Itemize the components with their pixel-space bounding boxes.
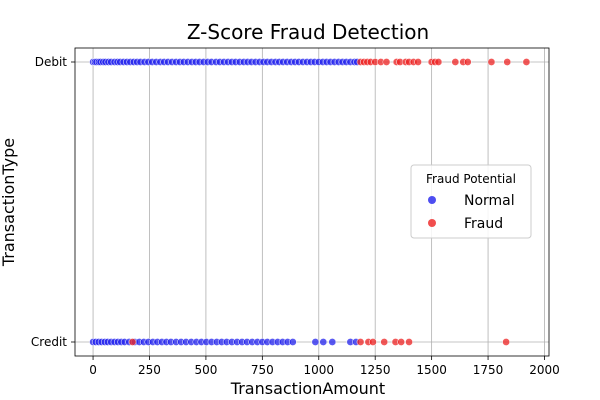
data-point-fraud (503, 58, 512, 66)
legend-marker-normal (428, 196, 436, 204)
legend-title: Fraud Potential (426, 172, 516, 186)
data-point-fraud (451, 58, 460, 66)
data-point-fraud (487, 58, 496, 66)
data-point-normal (319, 338, 328, 346)
x-tick-label: 0 (89, 363, 97, 377)
legend: Fraud Potential Normal Fraud (410, 164, 532, 239)
data-point-fraud (522, 58, 531, 66)
x-tick-label: 1000 (303, 363, 334, 377)
legend-label-fraud: Fraud (464, 216, 503, 232)
x-tick-label: 500 (194, 363, 217, 377)
data-point-fraud (502, 338, 510, 346)
y-tick-label: Credit (31, 335, 67, 349)
x-tick-label: 2000 (529, 363, 560, 377)
data-point-fraud (382, 58, 391, 66)
legend-marker-fraud (428, 219, 436, 227)
chart-title: Z-Score Fraud Detection (187, 20, 429, 44)
data-point-normal (328, 338, 337, 346)
data-point-fraud (380, 338, 389, 346)
data-point-fraud (405, 338, 413, 346)
x-tick-label: 250 (138, 363, 161, 377)
x-axis-label: TransactionAmount (230, 379, 385, 398)
data-points (89, 58, 531, 346)
data-point-fraud (414, 58, 422, 66)
y-tick-label: Debit (35, 55, 68, 69)
data-point-fraud (463, 58, 472, 66)
data-point-fraud (356, 338, 365, 346)
plot-frame (74, 47, 550, 357)
data-point-normal (288, 338, 297, 346)
legend-label-normal: Normal (464, 193, 515, 209)
y-axis-ticks: Credit Debit (31, 55, 75, 349)
y-axis-label: TransactionType (0, 138, 18, 267)
x-axis-ticks: 0 250 500 750 1000 1250 1500 1750 2000 (89, 356, 560, 377)
x-tick-label: 1250 (360, 363, 391, 377)
data-point-normal (311, 338, 320, 346)
data-point-fraud (397, 338, 406, 346)
data-point-fraud (369, 338, 377, 346)
data-point-fraud (128, 338, 137, 346)
x-tick-label: 1500 (416, 363, 447, 377)
x-tick-label: 750 (251, 363, 274, 377)
data-point-fraud (434, 58, 443, 66)
legend-box (410, 164, 532, 239)
x-tick-label: 1750 (473, 363, 504, 377)
